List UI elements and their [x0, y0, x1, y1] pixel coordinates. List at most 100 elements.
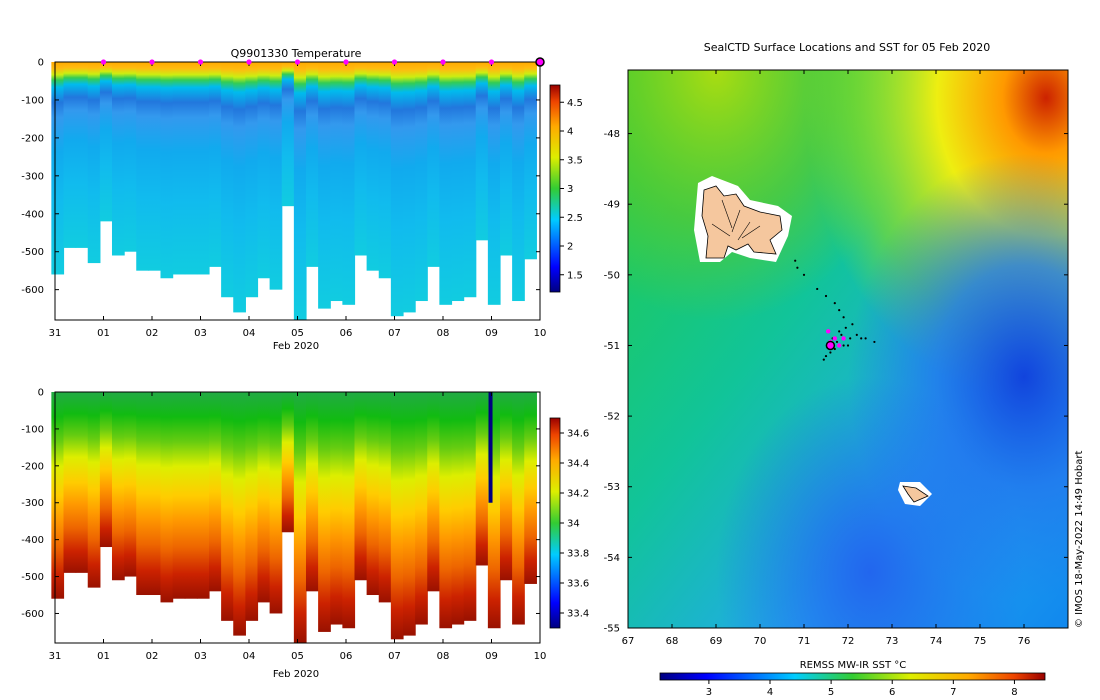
cast-marker	[488, 59, 495, 65]
colorbar-tick-label: 4.5	[567, 98, 583, 109]
x-tick-label: 03	[194, 651, 207, 662]
map-x-tick-label: 68	[666, 636, 679, 647]
profile-column	[451, 392, 465, 625]
colorbar-tick-label: 4	[567, 127, 573, 138]
temperature-x-axis: 31 01 02 03 04 05 06 07 08 09 10	[49, 62, 546, 339]
y-tick-label: -500	[21, 572, 44, 583]
profile-column	[330, 62, 343, 302]
track-point	[840, 333, 843, 336]
profile-column	[354, 392, 368, 581]
surface-location	[826, 329, 831, 334]
track-point	[794, 259, 797, 262]
track-point	[829, 351, 832, 354]
map-x-tick-label: 71	[798, 636, 811, 647]
track-point	[835, 340, 839, 344]
profile-column	[354, 62, 368, 256]
x-tick-label: 10	[534, 651, 547, 662]
cast-marker	[391, 59, 398, 65]
map-x-tick-label: 70	[754, 636, 767, 647]
salinity-profiles	[51, 392, 537, 643]
salinity-colorbar-ticks: 33.4 33.6 33.8 34 34.2 34.4 34.6	[560, 429, 589, 620]
profile-column	[524, 62, 537, 260]
sst-map-panel: SealCTD Surface Locations and SST for 05…	[604, 41, 1085, 698]
x-tick-label: 01	[97, 651, 110, 662]
x-tick-label: 07	[388, 328, 401, 339]
map-colorbar-tick-label: 8	[1011, 687, 1017, 698]
temperature-profiles	[51, 62, 537, 320]
profile-column	[293, 62, 307, 320]
colorbar-tick-label: 1.5	[567, 270, 583, 281]
x-tick-label: 06	[340, 651, 353, 662]
profile-column	[293, 392, 307, 643]
x-tick-label: 02	[146, 328, 159, 339]
cast-markers	[100, 57, 545, 67]
profile-column	[463, 392, 477, 621]
surface-location	[837, 343, 842, 348]
profile-column	[512, 392, 525, 625]
profile-column	[342, 392, 356, 629]
y-tick-label: -400	[21, 209, 44, 220]
profile-column	[281, 392, 295, 533]
profile-column	[269, 62, 283, 290]
map-x-tick-label: 73	[886, 636, 899, 647]
salinity-xlabel: Feb 2020	[273, 669, 319, 680]
track-point	[824, 294, 828, 298]
profile-column	[305, 62, 319, 267]
profile-column	[233, 62, 246, 313]
profile-column	[75, 392, 89, 573]
profile-column	[415, 62, 428, 302]
colorbar-tick-label: 33.6	[567, 579, 589, 590]
map-x-axis: 67 68 69 70 71 72 73 74 75 76	[622, 70, 1031, 647]
map-y-tick-label: -53	[604, 482, 620, 493]
profile-column	[512, 62, 525, 302]
track-point	[873, 340, 876, 344]
profile-column	[366, 392, 380, 596]
track-point	[849, 337, 852, 340]
profile-column	[366, 62, 380, 271]
x-tick-label: 31	[49, 651, 62, 662]
sst-field	[628, 70, 1068, 628]
profile-column	[318, 392, 331, 632]
track-point	[833, 347, 836, 351]
map-y-axis: -48 -49 -50 -51 -52 -53 -54 -55	[604, 129, 1068, 635]
map-y-tick-label: -54	[604, 553, 620, 564]
track-point	[864, 337, 867, 340]
profile-column	[305, 392, 319, 592]
y-tick-label: -500	[21, 247, 44, 258]
y-tick-label: -300	[21, 498, 44, 509]
colorbar-tick-label: 33.4	[567, 609, 589, 620]
map-colorbar-tick-label: 5	[828, 687, 834, 698]
profile-column	[124, 62, 137, 252]
track-point	[842, 344, 845, 347]
x-tick-label: 08	[437, 651, 450, 662]
profile-column	[196, 62, 210, 275]
temperature-panel: Q9901330 Temperature 0 -100 -200 -300 -400 -5…	[21, 47, 583, 352]
profile-column	[402, 62, 416, 313]
profile-column	[475, 392, 489, 566]
profile-column	[111, 392, 125, 581]
y-tick-label: -200	[21, 461, 44, 472]
track-point	[802, 273, 806, 276]
map-x-tick-label: 74	[930, 636, 943, 647]
y-tick-label: 0	[38, 58, 44, 69]
heard-island	[898, 482, 932, 506]
map-x-tick-label: 76	[1018, 636, 1031, 647]
colorbar-tick-label: 3.5	[567, 155, 583, 166]
profile-column	[378, 62, 392, 279]
salinity-panel: 0 -100 -200 -300 -400 -500 -600 31 01 02 03 04 05 06…	[21, 388, 589, 681]
track-point	[822, 358, 825, 361]
profile-column	[463, 62, 477, 298]
y-tick-label: -100	[21, 424, 44, 435]
profile-column	[245, 392, 259, 621]
profile-column	[487, 62, 501, 305]
temperature-colorbar-ticks: 1.5 2 2.5 3 3.5 4 4.5	[560, 98, 583, 281]
track-points	[794, 259, 876, 361]
x-tick-label: 05	[291, 651, 304, 662]
temperature-title: Q9901330 Temperature	[231, 47, 362, 60]
profile-column	[415, 392, 428, 625]
profile-column	[148, 392, 162, 596]
y-tick-label: 0	[38, 388, 44, 399]
profile-column	[390, 62, 404, 317]
x-tick-label: 09	[485, 651, 498, 662]
